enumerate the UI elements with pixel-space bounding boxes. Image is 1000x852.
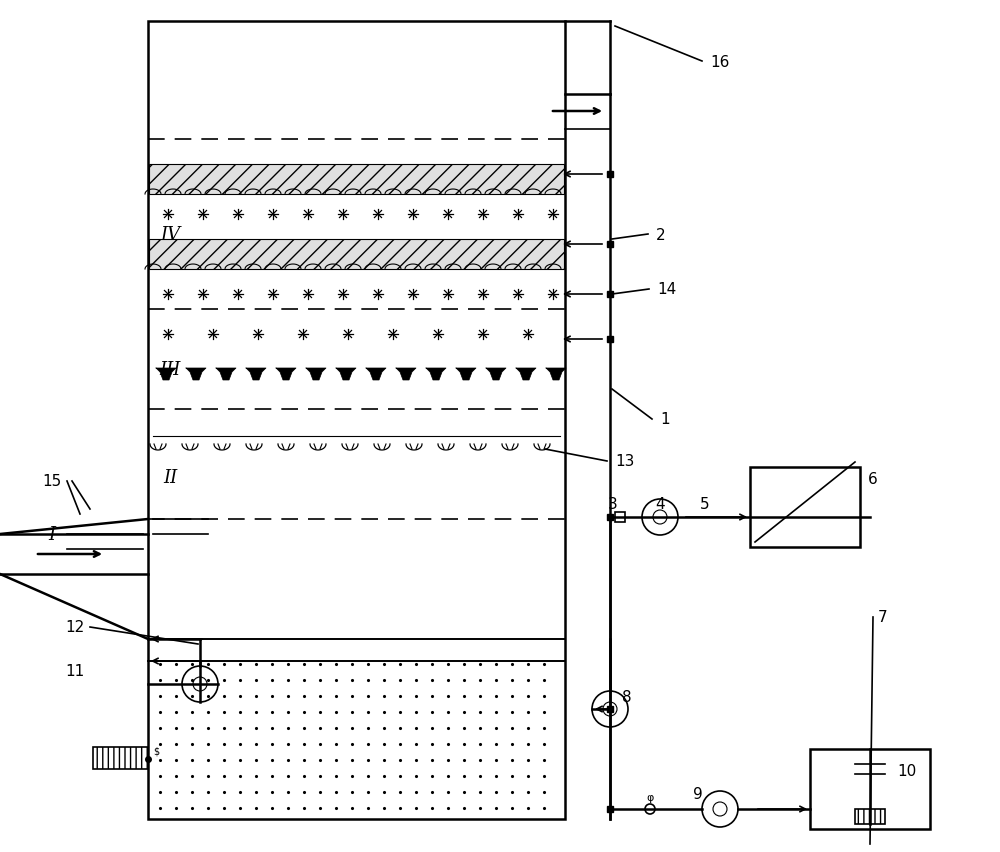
Bar (148, 22, 565, 819)
Bar (750, 468, 860, 547)
Text: 10: 10 (897, 763, 916, 779)
Polygon shape (156, 369, 176, 381)
Text: 11: 11 (65, 664, 84, 679)
Text: III: III (159, 360, 181, 378)
Text: 8: 8 (622, 689, 632, 705)
Polygon shape (186, 369, 206, 381)
Bar (615, 512, 625, 522)
Text: 15: 15 (42, 474, 62, 489)
Polygon shape (306, 369, 326, 381)
Text: 14: 14 (657, 282, 676, 297)
Polygon shape (426, 369, 446, 381)
Text: 16: 16 (710, 55, 729, 69)
Text: I: I (48, 526, 56, 544)
Bar (149, 164, 564, 195)
Text: 3: 3 (608, 497, 618, 512)
Bar (149, 239, 564, 270)
Text: $: $ (153, 746, 159, 756)
Text: 2: 2 (656, 227, 666, 242)
Polygon shape (366, 369, 386, 381)
Polygon shape (276, 369, 296, 381)
Text: 13: 13 (615, 454, 634, 469)
Polygon shape (396, 369, 416, 381)
Polygon shape (546, 369, 566, 381)
Polygon shape (456, 369, 476, 381)
Text: 7: 7 (878, 610, 888, 625)
Polygon shape (486, 369, 506, 381)
Bar (93, 747, 148, 769)
Text: 6: 6 (868, 472, 878, 487)
Text: II: II (163, 469, 177, 486)
Text: IV: IV (160, 226, 180, 244)
Polygon shape (516, 369, 536, 381)
Text: φ: φ (646, 792, 654, 802)
Text: 9: 9 (693, 786, 703, 802)
Text: 4: 4 (655, 497, 665, 512)
Polygon shape (216, 369, 236, 381)
Text: 12: 12 (65, 619, 84, 635)
Text: 1: 1 (660, 412, 670, 427)
Bar (810, 749, 930, 829)
Polygon shape (246, 369, 266, 381)
Polygon shape (336, 369, 356, 381)
Text: 5: 5 (700, 497, 710, 512)
Bar (855, 809, 885, 824)
